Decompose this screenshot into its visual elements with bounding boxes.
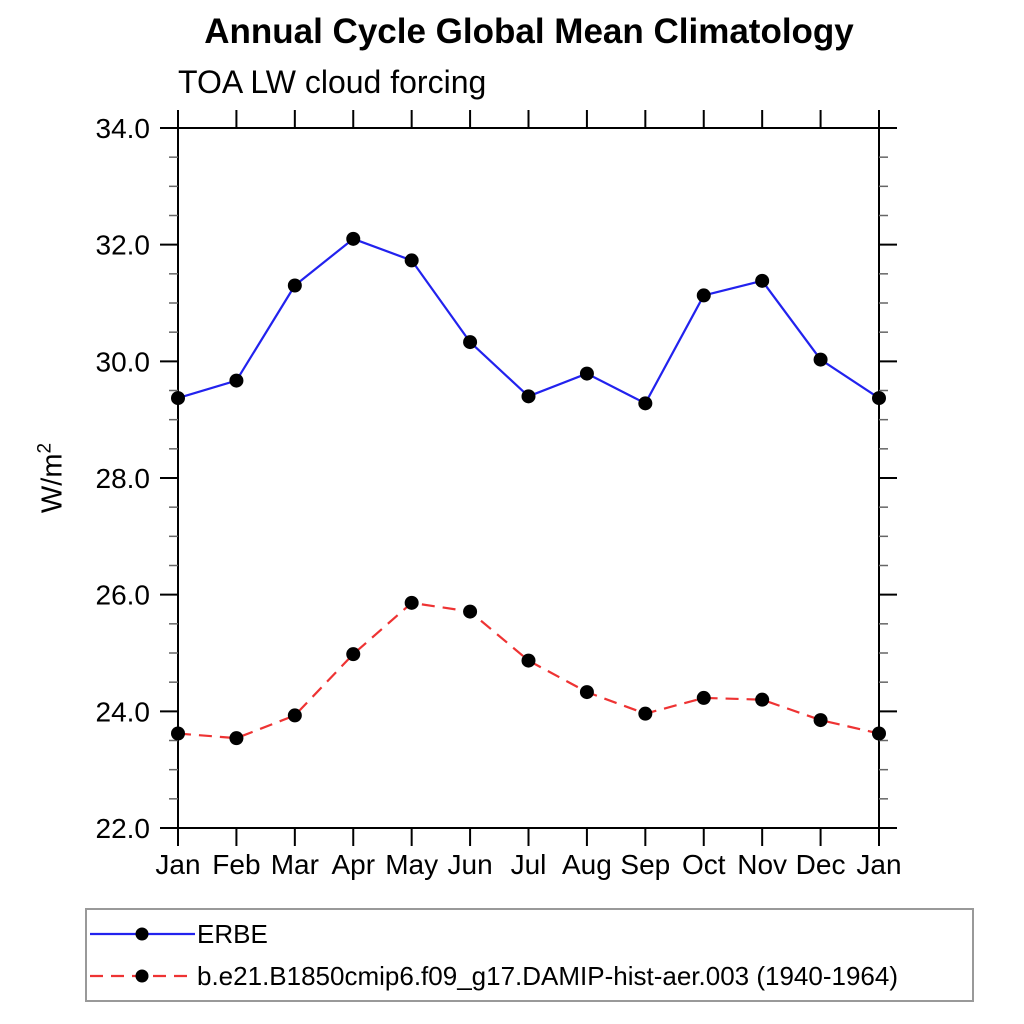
data-point-series0 bbox=[696, 288, 711, 303]
x-tick-label: Jan bbox=[856, 849, 901, 880]
plot-frame bbox=[177, 127, 880, 829]
legend-solid-line-sample bbox=[90, 927, 195, 941]
x-tick-label: Sep bbox=[620, 849, 670, 880]
data-point-series1 bbox=[229, 731, 244, 746]
data-point-series0 bbox=[521, 389, 536, 404]
y-tick-label: 28.0 bbox=[96, 463, 151, 494]
legend-marker-dot bbox=[135, 969, 149, 983]
legend-label-erbe: ERBE bbox=[197, 918, 268, 949]
data-point-series0 bbox=[755, 273, 770, 288]
data-point-series0 bbox=[813, 352, 828, 367]
data-point-series0 bbox=[229, 373, 244, 388]
legend-dashed-line-sample bbox=[90, 969, 195, 983]
data-point-series0 bbox=[872, 391, 886, 406]
chart-subtitle: TOA LW cloud forcing bbox=[178, 64, 487, 100]
y-tick-label: 24.0 bbox=[96, 696, 151, 727]
y-tick-label: 30.0 bbox=[96, 346, 151, 377]
x-tick-label: Feb bbox=[212, 849, 260, 880]
data-point-series0 bbox=[404, 253, 419, 268]
legend-label-model: b.e21.B1850cmip6.f09_g17.DAMIP-hist-aer.… bbox=[197, 960, 898, 991]
x-tick-label: May bbox=[385, 849, 438, 880]
data-point-series0 bbox=[579, 366, 594, 381]
x-tick-label: Dec bbox=[796, 849, 846, 880]
data-point-series1 bbox=[171, 726, 185, 741]
series-line-0 bbox=[177, 237, 880, 405]
chart-title: Annual Cycle Global Mean Climatology bbox=[204, 12, 854, 51]
legend-row-erbe: ERBE bbox=[87, 913, 972, 955]
x-tick-label: Jul bbox=[511, 849, 547, 880]
y-tick-label: 26.0 bbox=[96, 580, 151, 611]
data-point-series0 bbox=[287, 278, 302, 293]
x-tick-label: Nov bbox=[737, 849, 787, 880]
data-point-series1 bbox=[463, 604, 478, 619]
y-tick-label: 34.0 bbox=[96, 113, 151, 144]
data-point-series0 bbox=[463, 335, 478, 350]
y-tick-label: 32.0 bbox=[96, 230, 151, 261]
x-tick-label: Mar bbox=[271, 849, 319, 880]
data-point-series1 bbox=[579, 685, 594, 700]
data-point-series1 bbox=[755, 692, 770, 707]
data-point-series1 bbox=[404, 595, 419, 610]
data-point-series0 bbox=[171, 391, 185, 406]
data-point-series1 bbox=[813, 713, 828, 728]
data-point-series1 bbox=[521, 653, 536, 668]
data-point-series1 bbox=[872, 726, 886, 741]
legend-marker-dot bbox=[135, 927, 149, 941]
data-point-series1 bbox=[287, 708, 302, 723]
data-point-series0 bbox=[638, 396, 653, 411]
data-point-series1 bbox=[696, 690, 711, 705]
legend: ERBE b.e21.B1850cmip6.f09_g17.DAMIP-hist… bbox=[85, 908, 974, 1002]
x-tick-label: Aug bbox=[562, 849, 612, 880]
legend-row-model: b.e21.B1850cmip6.f09_g17.DAMIP-hist-aer.… bbox=[87, 955, 972, 997]
x-tick-label: Apr bbox=[331, 849, 375, 880]
series-line-1 bbox=[177, 601, 880, 740]
x-tick-label: Oct bbox=[682, 849, 726, 880]
data-point-series1 bbox=[346, 647, 361, 662]
data-point-series1 bbox=[638, 706, 653, 721]
x-tick-label: Jan bbox=[155, 849, 200, 880]
data-point-series0 bbox=[346, 231, 361, 246]
y-tick-label: 22.0 bbox=[96, 813, 151, 844]
x-tick-label: Jun bbox=[448, 849, 493, 880]
